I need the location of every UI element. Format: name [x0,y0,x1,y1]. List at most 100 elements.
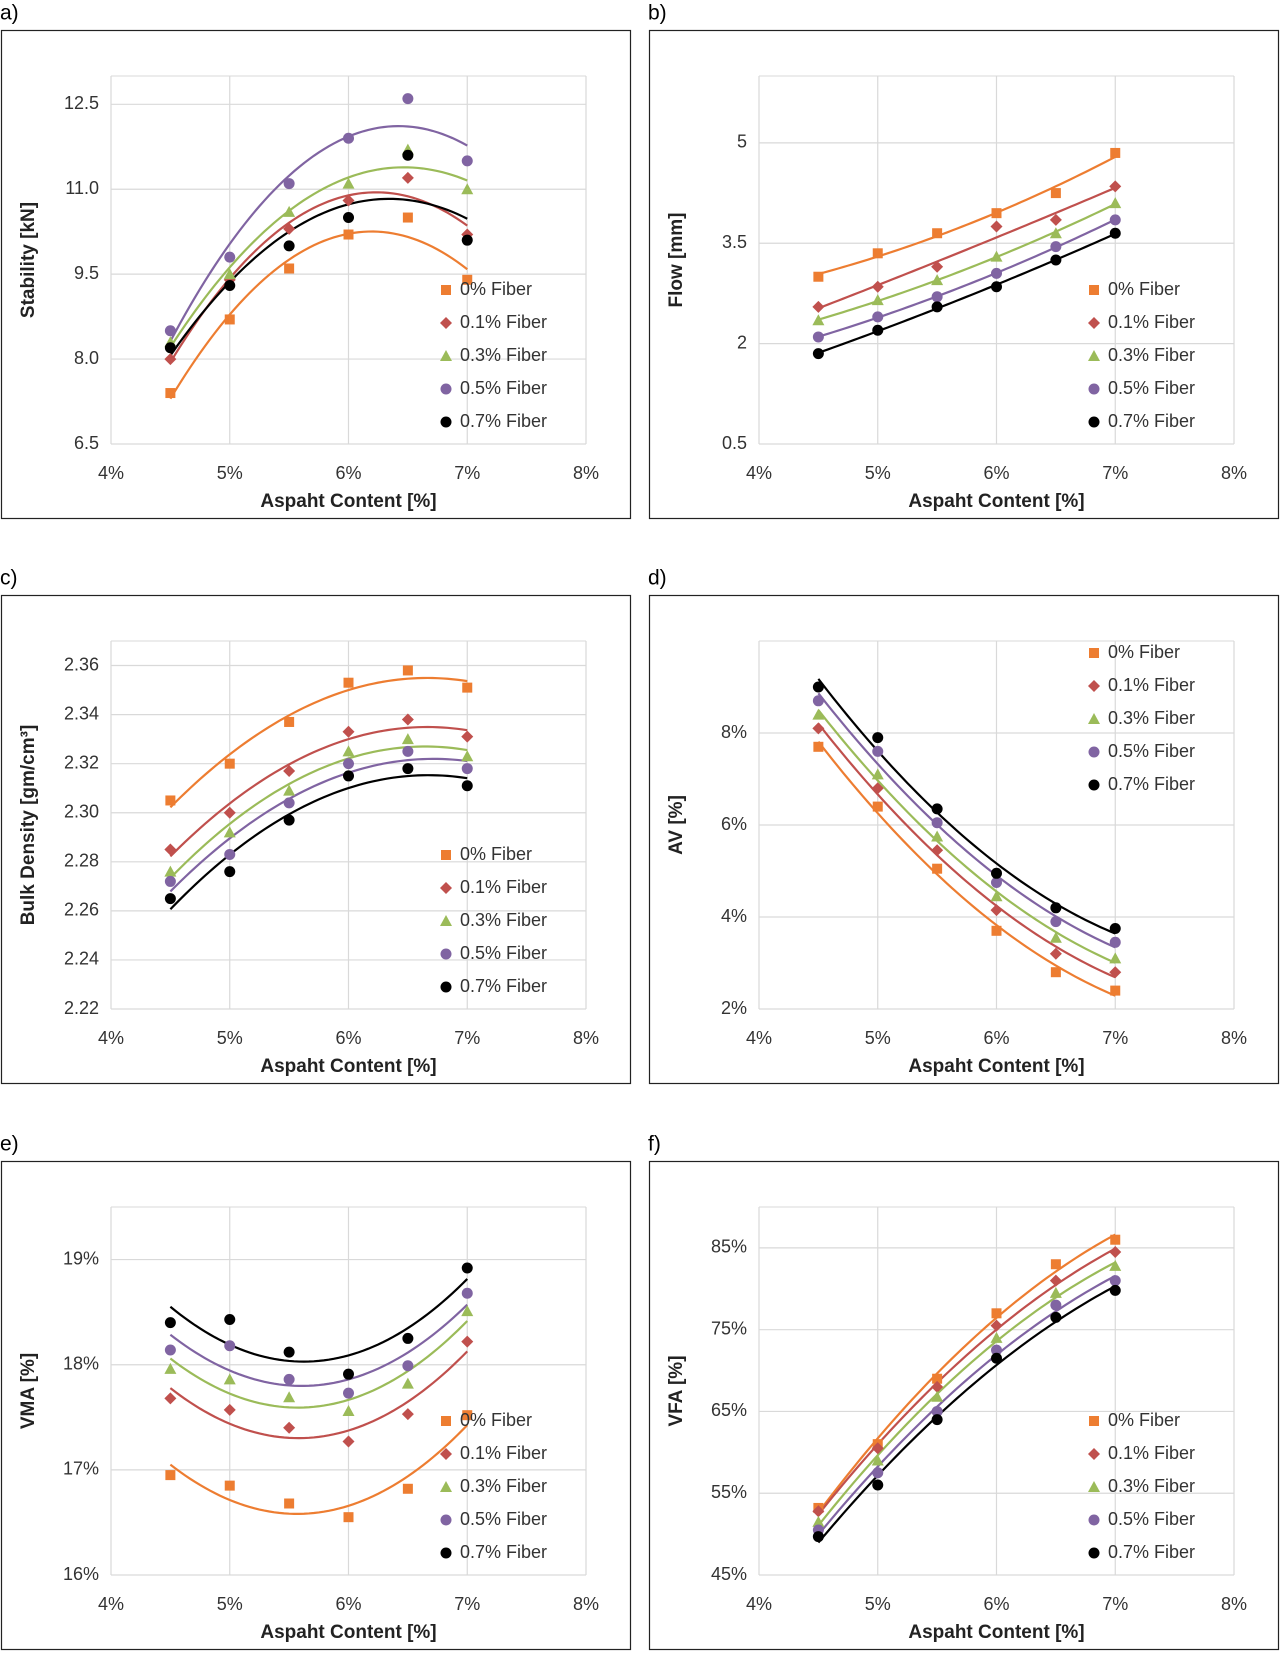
marker [1109,227,1121,239]
marker [1049,227,1062,239]
marker [990,890,1003,902]
legend-marker [440,981,452,993]
marker [812,1505,825,1518]
marker [164,353,177,366]
marker [871,1454,884,1466]
y-tick-label: 55% [711,1482,747,1502]
trendline [169,191,468,363]
marker [461,234,473,246]
x-tick-label: 4% [98,1594,124,1614]
marker [462,274,473,285]
marker [224,1480,235,1491]
marker [871,294,884,306]
marker [871,280,884,293]
y-tick-label: 2.22 [64,998,99,1018]
chart-panel: c) 4% 5% 6% 7% 8% 2.22 2.24 2.26 2.28 2.30 2.32 2.34… [0,567,632,1085]
marker [931,291,943,303]
x-tick-label: 8% [573,463,599,483]
marker [872,745,884,757]
chart-panel: d) 4% 5% 6% 7% 8% 2% 4% 6% 8% Aspaht Content [%] AV… [648,567,1280,1085]
trendline [817,186,1116,310]
marker [164,325,176,337]
marker [402,1360,414,1372]
trendline [169,1320,469,1409]
marker [1050,254,1062,266]
y-tick-label: 2.36 [64,654,99,674]
marker [991,281,1002,293]
marker [343,677,354,688]
marker [812,695,824,707]
marker [164,865,177,877]
marker [402,93,414,105]
chart-panel: f) 4% 5% 6% 7% 8% 45% 55% 65% 75% 85% Aspaht Conten… [648,1133,1280,1651]
marker [1109,966,1122,979]
marker [461,1262,473,1274]
y-tick-label: 6% [721,814,747,834]
legend-label: 0.7% Fiber [1108,411,1195,431]
y-tick-label: 8% [721,722,747,742]
marker [813,741,824,752]
marker [461,763,473,775]
marker [812,1531,824,1543]
trendline [817,741,1116,997]
legend-label: 0.7% Fiber [460,411,547,431]
marker [164,1362,177,1374]
x-axis-title: Aspaht Content [%] [260,1622,436,1643]
legend-label: 0.3% Fiber [1108,708,1195,728]
legend-label: 0.1% Fiber [1108,675,1195,695]
legend-marker [440,948,452,960]
legend-label: 0.1% Fiber [460,1443,547,1463]
trendline [818,155,1116,276]
marker [401,713,414,726]
marker [461,1305,474,1317]
marker [284,1498,295,1509]
marker [1050,1299,1062,1311]
legend-marker [1088,1481,1100,1492]
y-axis-title: Bulk Density [gm/cm³] [18,725,39,926]
y-tick-label: 3.5 [722,232,747,252]
y-tick-label: 2% [721,998,747,1018]
legend-label: 0.5% Fiber [460,378,547,398]
y-tick-label: 16% [63,1564,99,1584]
legend-marker [440,416,452,428]
marker [342,1404,355,1416]
marker [1109,1259,1122,1271]
marker [991,1308,1002,1319]
legend-marker [440,882,452,894]
marker [224,251,236,263]
y-tick-label: 2.34 [64,703,99,723]
legend-label: 0% Fiber [1108,642,1180,662]
trendline [817,722,1116,979]
legend-label: 0.1% Fiber [1108,1443,1195,1463]
panel-label: f) [648,1133,661,1156]
marker [224,1314,236,1326]
legend-label: 0.1% Fiber [460,877,547,897]
panel-label: a) [0,2,19,25]
x-tick-label: 6% [983,1028,1009,1048]
marker [812,708,825,720]
trendline [818,202,1116,321]
trendline [817,1285,1116,1544]
trendline [169,125,468,342]
legend-marker [440,915,452,926]
marker [872,311,884,323]
marker [402,763,414,775]
marker [931,817,943,829]
y-tick-label: 4% [721,906,747,926]
x-tick-label: 8% [1221,1594,1247,1614]
legend-label: 0.3% Fiber [1108,1476,1195,1496]
x-tick-label: 4% [98,463,124,483]
y-tick-label: 2 [737,332,747,352]
marker [812,331,824,343]
x-tick-label: 8% [1221,1028,1247,1048]
legend-marker [1088,1448,1100,1460]
marker [932,1373,943,1384]
x-tick-label: 4% [746,1594,772,1614]
marker [343,132,354,144]
marker [812,314,825,326]
marker [165,795,176,806]
x-tick-label: 5% [217,463,243,483]
marker [165,1470,176,1481]
y-tick-label: 0.5 [722,433,747,453]
